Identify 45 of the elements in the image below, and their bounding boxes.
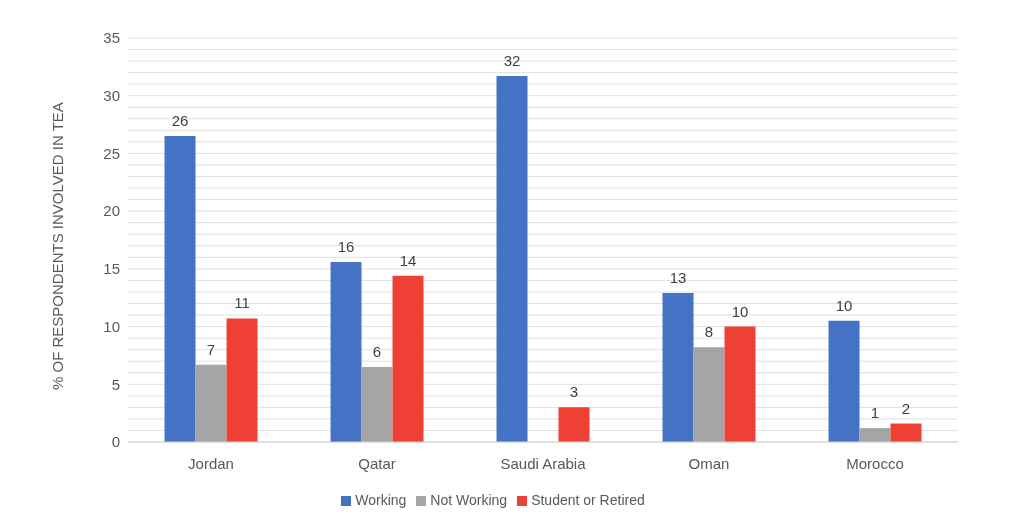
data-label: 8 (704, 323, 714, 341)
bar (330, 261, 362, 442)
data-label: 2 (901, 399, 911, 417)
y-tick-label: 0 (111, 433, 120, 451)
x-tick-label: Morocco (846, 454, 904, 472)
data-label: 10 (731, 302, 749, 320)
data-label: 16 (337, 237, 355, 255)
bar (693, 347, 725, 442)
data-label: 32 (503, 52, 521, 70)
x-tick-label: Saudi Arabia (500, 454, 587, 472)
bar (828, 320, 860, 442)
bar (859, 428, 891, 442)
bar (226, 318, 258, 442)
y-tick-label: 10 (103, 317, 120, 335)
y-axis-title: % OF RESPONDENTS INVOLVED IN TEA (49, 102, 67, 390)
bar (558, 407, 590, 442)
bar (164, 136, 196, 442)
x-tick-label: Qatar (358, 454, 396, 472)
bar (724, 326, 756, 442)
y-tick-label: 15 (103, 260, 120, 278)
data-label: 11 (234, 294, 250, 312)
legend-label: Not Working (430, 492, 508, 508)
y-tick-label: 20 (103, 202, 120, 220)
data-label: 10 (835, 296, 853, 314)
bar (392, 275, 424, 442)
bar (662, 293, 694, 442)
y-tick-label: 25 (103, 144, 120, 162)
y-tick-label: 30 (103, 87, 120, 105)
bar (496, 76, 528, 442)
data-label: 3 (569, 383, 579, 401)
legend-label: Student or Retired (531, 492, 645, 508)
bar (361, 366, 393, 442)
x-tick-label: Jordan (188, 454, 234, 472)
legend-label: Working (355, 492, 407, 508)
y-tick-label: 5 (111, 375, 120, 393)
bar (890, 423, 922, 442)
data-label: 1 (870, 404, 880, 422)
y-tick-label: 35 (103, 29, 120, 47)
data-label: 6 (372, 342, 382, 360)
data-label: 7 (206, 340, 216, 358)
x-tick-label: Oman (688, 454, 730, 472)
data-label: 14 (399, 251, 417, 269)
data-label: 26 (171, 112, 189, 130)
bar (195, 364, 227, 442)
data-label: 13 (669, 269, 687, 287)
